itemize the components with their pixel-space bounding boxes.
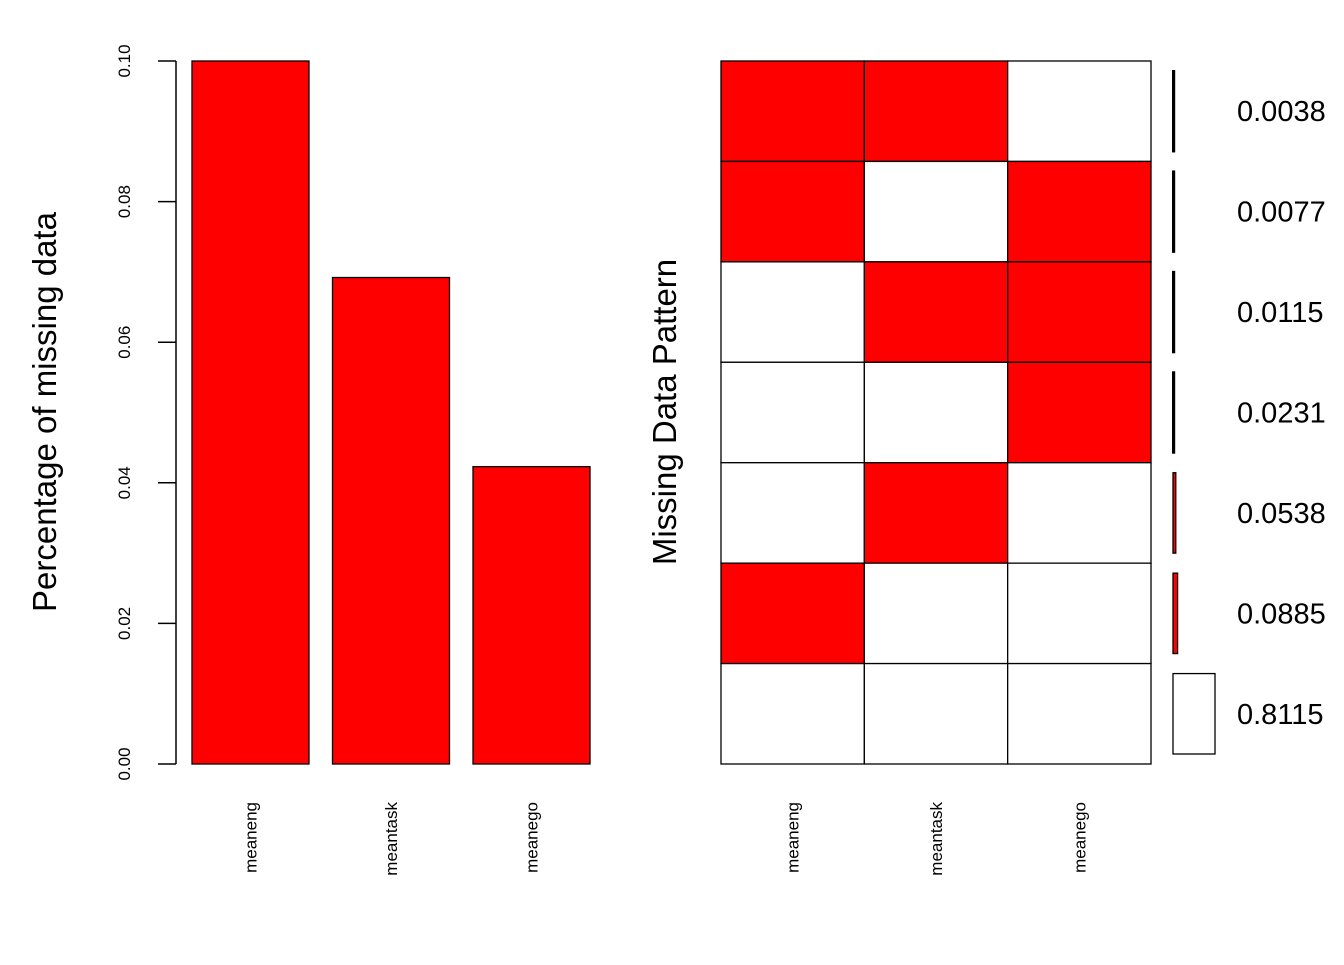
observed-cell	[1007, 662, 1152, 765]
proportion-bar	[1172, 371, 1176, 454]
proportion-bar	[1172, 472, 1177, 554]
observed-cell	[1007, 562, 1152, 665]
proportion-bar	[1172, 270, 1176, 354]
observed-cell	[863, 361, 1009, 464]
missing-cell	[720, 160, 865, 263]
proportion-bar	[1172, 170, 1176, 253]
y-axis-title: Missing Data Pattern	[646, 259, 683, 565]
bar	[331, 276, 451, 765]
y-tick-label: 0.02	[115, 607, 134, 640]
x-category-label: meaneng	[242, 802, 261, 873]
missing-percentage-bar-chart: 0.00 0.02 0.04 0.06 0.08 0.10 Percentage of mi…	[26, 44, 591, 876]
missing-cell	[863, 462, 1009, 564]
proportion-label: 0.0885	[1237, 598, 1326, 630]
x-category-label: meanego	[523, 802, 542, 873]
x-category-label: meantask	[382, 802, 401, 876]
observed-cell	[863, 160, 1009, 263]
proportion-label: 0.0231	[1237, 398, 1326, 430]
y-tick-label: 0.10	[115, 44, 134, 77]
missing-cell	[720, 562, 865, 665]
bar	[191, 60, 310, 765]
y-tick-label: 0.08	[115, 185, 134, 218]
missing-cell	[863, 261, 1009, 363]
missing-cell	[1007, 261, 1152, 363]
bar	[472, 465, 591, 765]
column-label: meanego	[1070, 802, 1089, 873]
proportion-label: 0.0038	[1237, 96, 1326, 128]
y-axis-title: Percentage of missing data	[26, 211, 63, 612]
proportion-label: 0.8115	[1237, 699, 1324, 731]
missing-cell	[863, 60, 1009, 163]
proportion-label: 0.0538	[1237, 498, 1326, 530]
y-tick-label: 0.00	[115, 747, 134, 780]
proportion-label: 0.0115	[1237, 297, 1324, 329]
observed-cell	[720, 662, 865, 765]
observed-cell	[1007, 60, 1152, 163]
missing-cell	[1007, 361, 1152, 464]
column-label: meaneng	[784, 802, 803, 873]
proportion-bar	[1172, 572, 1179, 655]
y-tick-label: 0.06	[115, 326, 134, 359]
observed-cell	[863, 662, 1009, 765]
observed-cell	[720, 462, 865, 564]
missing-cell	[720, 60, 865, 163]
observed-cell	[1007, 462, 1152, 564]
observed-cell	[863, 562, 1009, 665]
missing-cell	[1007, 160, 1152, 263]
column-label: meantask	[927, 802, 946, 876]
proportion-label: 0.0077	[1237, 197, 1326, 229]
proportion-bar	[1172, 70, 1176, 153]
observed-cell	[720, 361, 865, 464]
missing-pattern-heatmap: meaneng meantask meanego Missing Data Patte…	[646, 60, 1326, 876]
proportion-bar	[1172, 672, 1216, 755]
observed-cell	[720, 261, 865, 363]
y-tick-label: 0.04	[115, 466, 134, 499]
